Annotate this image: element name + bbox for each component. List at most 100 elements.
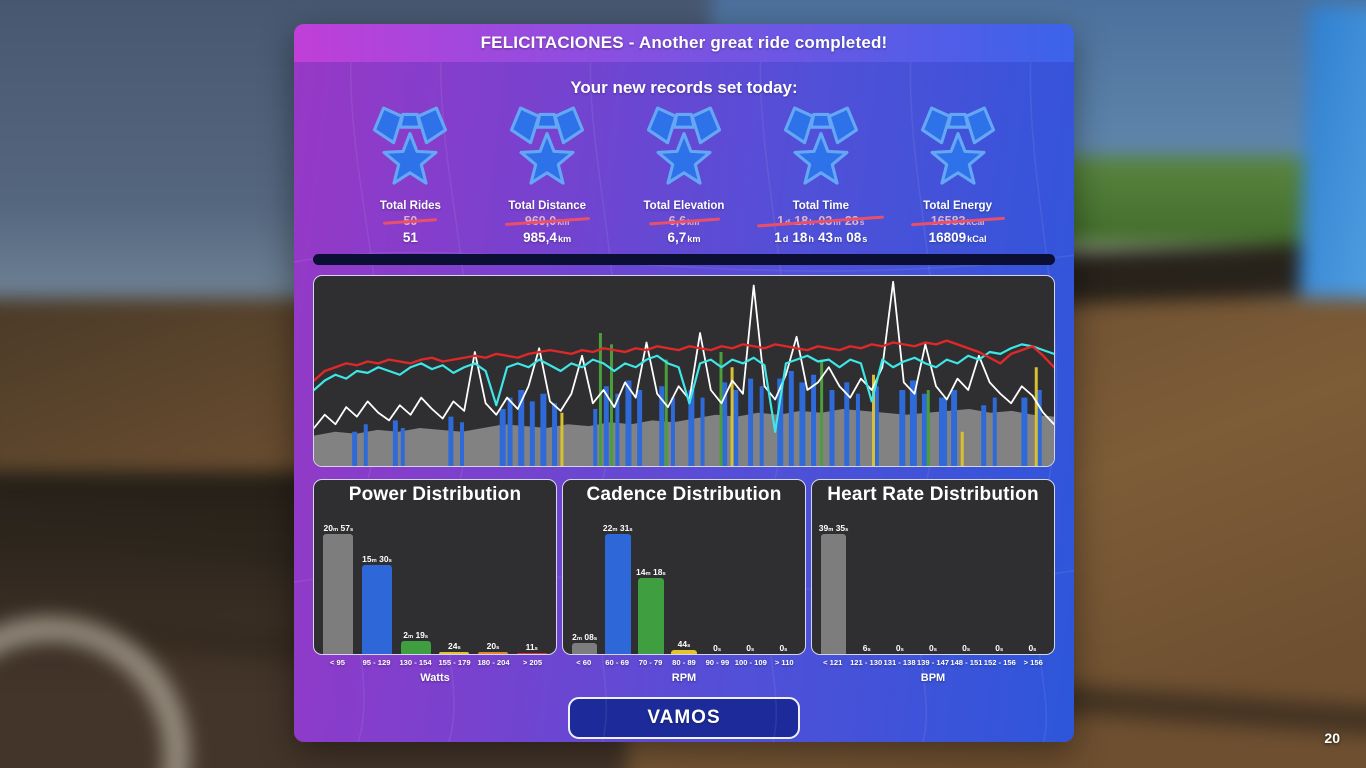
dist-axis-title: Watts	[420, 672, 450, 684]
records-heading: Your new records set today:	[570, 78, 798, 97]
dist-bar-slot: 11s	[512, 642, 551, 654]
bucket-label: 80 - 89	[672, 658, 696, 667]
record-label: Total Distance	[508, 200, 587, 212]
dist-bar-slot: 6s	[850, 643, 883, 654]
bar-value-label: 0s	[962, 643, 971, 653]
dist-bar-slot: 15m 30s	[358, 554, 397, 654]
bar-value-label: 22m 31s	[602, 523, 633, 533]
distribution-row: Power Distribution 20m 57s 15m 30s 2m 19…	[313, 479, 1055, 684]
bar-value-label: 20m 57s	[323, 523, 354, 533]
bar-value-label: 0s	[779, 643, 788, 653]
dist-bars: 39m 35s 6s 0s 0s 0s 0s 0s	[812, 506, 1054, 654]
vamos-button[interactable]: VAMOS	[568, 697, 800, 739]
bar	[516, 653, 547, 654]
bar-value-label: 11s	[525, 642, 538, 652]
dist-bar-slot: 0s	[701, 643, 734, 654]
bucket-label: < 95	[330, 658, 345, 667]
bar-value-label: 2m 19s	[403, 630, 429, 640]
bucket-label: > 156	[1023, 658, 1043, 667]
record-new-value: 985,4km	[523, 230, 572, 245]
bucket-label: 152 - 156	[983, 658, 1016, 667]
record-old-value: 6,6km	[668, 214, 700, 228]
bar-value-label: 0s	[713, 643, 722, 653]
medal-icon	[920, 106, 995, 185]
dist-title: Power Distribution	[348, 484, 522, 505]
bar	[323, 534, 354, 654]
dist-bar-slot: 20m 57s	[319, 523, 358, 654]
bar-value-label: 0s	[995, 643, 1004, 653]
bar-value-label: 20s	[486, 641, 500, 651]
dist-bars: 20m 57s 15m 30s 2m 19s 24s 20s 11s	[314, 506, 556, 654]
dist-panel: Cadence Distribution 2m 08s 22m 31s 14m …	[562, 479, 806, 655]
ride-chart-panel	[313, 275, 1055, 467]
dist-bar-slot: 22m 31s	[601, 523, 634, 654]
record-total-time: Total Time 1d 18h 03m 28s 1d 18h 43m 08s	[752, 104, 889, 245]
divider-bar	[313, 254, 1055, 265]
medal-icon	[783, 106, 858, 185]
record-new-value: 6,7km	[667, 230, 701, 245]
bucket-label: 60 - 69	[605, 658, 629, 667]
ride-complete-dialog: FELICITACIONES - Another great ride comp…	[294, 24, 1074, 742]
bucket-label: 100 - 109	[734, 658, 767, 667]
dist-bar-slot: 44s	[667, 639, 700, 654]
record-old-value: 969,0km	[524, 214, 570, 228]
bar	[477, 652, 509, 654]
bar-value-label: 15m 30s	[362, 554, 392, 564]
bucket-label: > 110	[774, 658, 794, 667]
dist-bar-slot: 0s	[1016, 643, 1049, 654]
dist-bar-slot: 2m 19s	[396, 630, 435, 654]
dist-axis-title: RPM	[671, 672, 697, 684]
record-old-value: 16583kCal	[930, 214, 985, 228]
bar	[400, 641, 431, 654]
dist-title: Heart Rate Distribution	[827, 484, 1039, 505]
record-label: Total Time	[792, 200, 850, 212]
medal-icon	[373, 106, 448, 185]
bucket-label: 121 - 130	[850, 658, 883, 667]
bucket-label: < 121	[823, 658, 843, 667]
record-old-value: 1d 18h 03m 28s	[777, 214, 865, 228]
bar	[820, 534, 847, 654]
dist-xlabels: < 95 95 - 129 130 - 154 155 - 179 180 - 204 >…	[313, 658, 557, 667]
fps-counter: 20	[1324, 730, 1340, 746]
record-new-value: 16809kCal	[928, 230, 987, 245]
dist-panel: Power Distribution 20m 57s 15m 30s 2m 19…	[313, 479, 557, 655]
dist-panel: Heart Rate Distribution 39m 35s 6s 0s 0s…	[811, 479, 1055, 655]
bar-value-label: 44s	[677, 639, 691, 649]
record-new-value: 1d 18h 43m 08s	[774, 230, 868, 245]
dist-bars: 2m 08s 22m 31s 14m 18s 44s 0s 0s 0s	[563, 506, 805, 654]
dist-bar-slot: 39m 35s	[817, 523, 850, 654]
dist-bar-slot: 0s	[950, 643, 983, 654]
page-title: FELICITACIONES - Another great ride comp…	[480, 33, 888, 52]
dist-bar-slot: 20s	[474, 641, 513, 654]
dist-bar-slot: 0s	[983, 643, 1016, 654]
medal-icon	[646, 106, 722, 185]
records-row: Total Rides 50 51 Total Distance 969,0km 985…	[294, 98, 1074, 245]
record-total-energy: Total Energy 16583kCal 16809kCal	[889, 104, 1026, 245]
bar-value-label: 39m 35s	[818, 523, 849, 533]
record-total-distance: Total Distance 969,0km 985,4km	[479, 104, 616, 245]
bar	[671, 650, 697, 654]
bucket-label: 180 - 204	[477, 658, 510, 667]
bar-value-label: 6s	[862, 643, 871, 653]
dist-xlabels: < 121 121 - 130 131 - 138 139 - 147 148 - 15…	[811, 658, 1055, 667]
ride-telemetry-chart	[314, 280, 1054, 466]
bar	[439, 652, 470, 654]
roadside-banner	[1298, 4, 1366, 300]
dist-bar-slot: 0s	[734, 643, 767, 654]
record-new-value: 51	[402, 230, 418, 245]
cadence-distribution: Cadence Distribution 2m 08s 22m 31s 14m …	[562, 479, 806, 684]
bar	[604, 534, 631, 654]
dist-title: Cadence Distribution	[586, 484, 782, 505]
bar-value-label: 0s	[929, 643, 937, 653]
dist-bar-slot: 24s	[435, 641, 474, 654]
bar-value-label: 0s	[895, 643, 904, 653]
bar-value-label: 24s	[448, 641, 461, 651]
bucket-label: 90 - 99	[705, 658, 730, 667]
bar-value-label: 0s	[1028, 643, 1037, 653]
action-row: VAMOS	[294, 697, 1074, 739]
bucket-label: 139 - 147	[916, 658, 950, 667]
heart-rate-distribution: Heart Rate Distribution 39m 35s 6s 0s 0s…	[811, 479, 1055, 684]
record-label: Total Elevation	[643, 200, 725, 212]
bar	[361, 565, 393, 654]
